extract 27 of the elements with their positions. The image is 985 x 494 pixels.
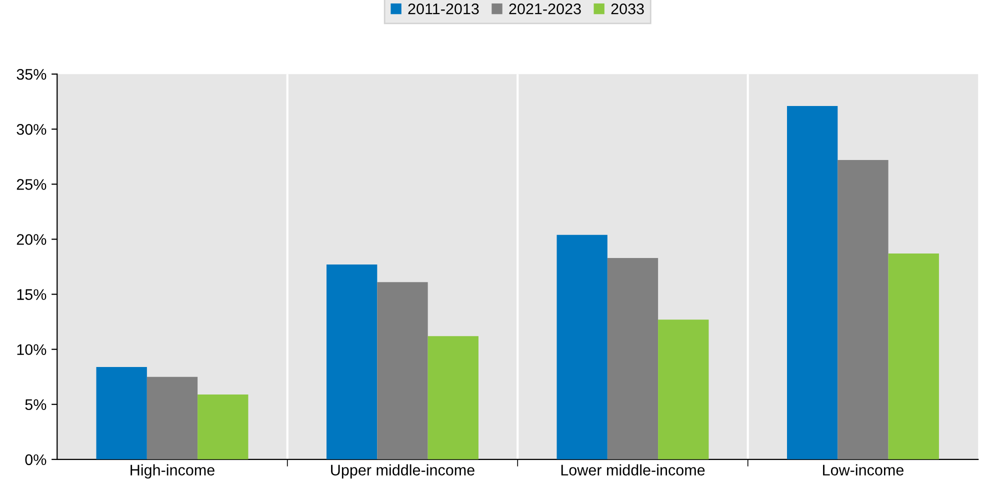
bar [198,394,248,460]
x-tick-label: Low-income [823,464,904,476]
y-tick-label: 25% [16,179,46,190]
bar [428,336,478,460]
legend-label: 2033 [611,3,644,14]
y-tick-label: 20% [16,234,46,245]
y-tick-label: 5% [25,399,46,410]
bar [96,366,147,460]
legend-label: 2021-2023 [509,3,581,14]
y-tick-label: 0% [25,454,46,466]
bar [888,254,939,460]
bar [787,106,838,460]
bar [658,320,709,460]
y-tick-label: 30% [16,124,46,135]
y-tick-label: 15% [17,289,46,300]
y-tick-label: 10% [17,344,46,356]
x-tick-label: High-income [130,464,214,479]
y-tick-label: 35% [16,68,46,80]
legend-label: 2011-2013 [408,3,479,14]
bar [377,282,428,460]
bar [326,264,378,460]
bar [556,234,608,460]
bar [607,258,658,460]
bar [146,376,198,460]
x-tick-label: Lower middle-income [561,464,705,476]
x-tick-label: Upper middle-income [331,464,474,479]
bar [838,160,888,460]
